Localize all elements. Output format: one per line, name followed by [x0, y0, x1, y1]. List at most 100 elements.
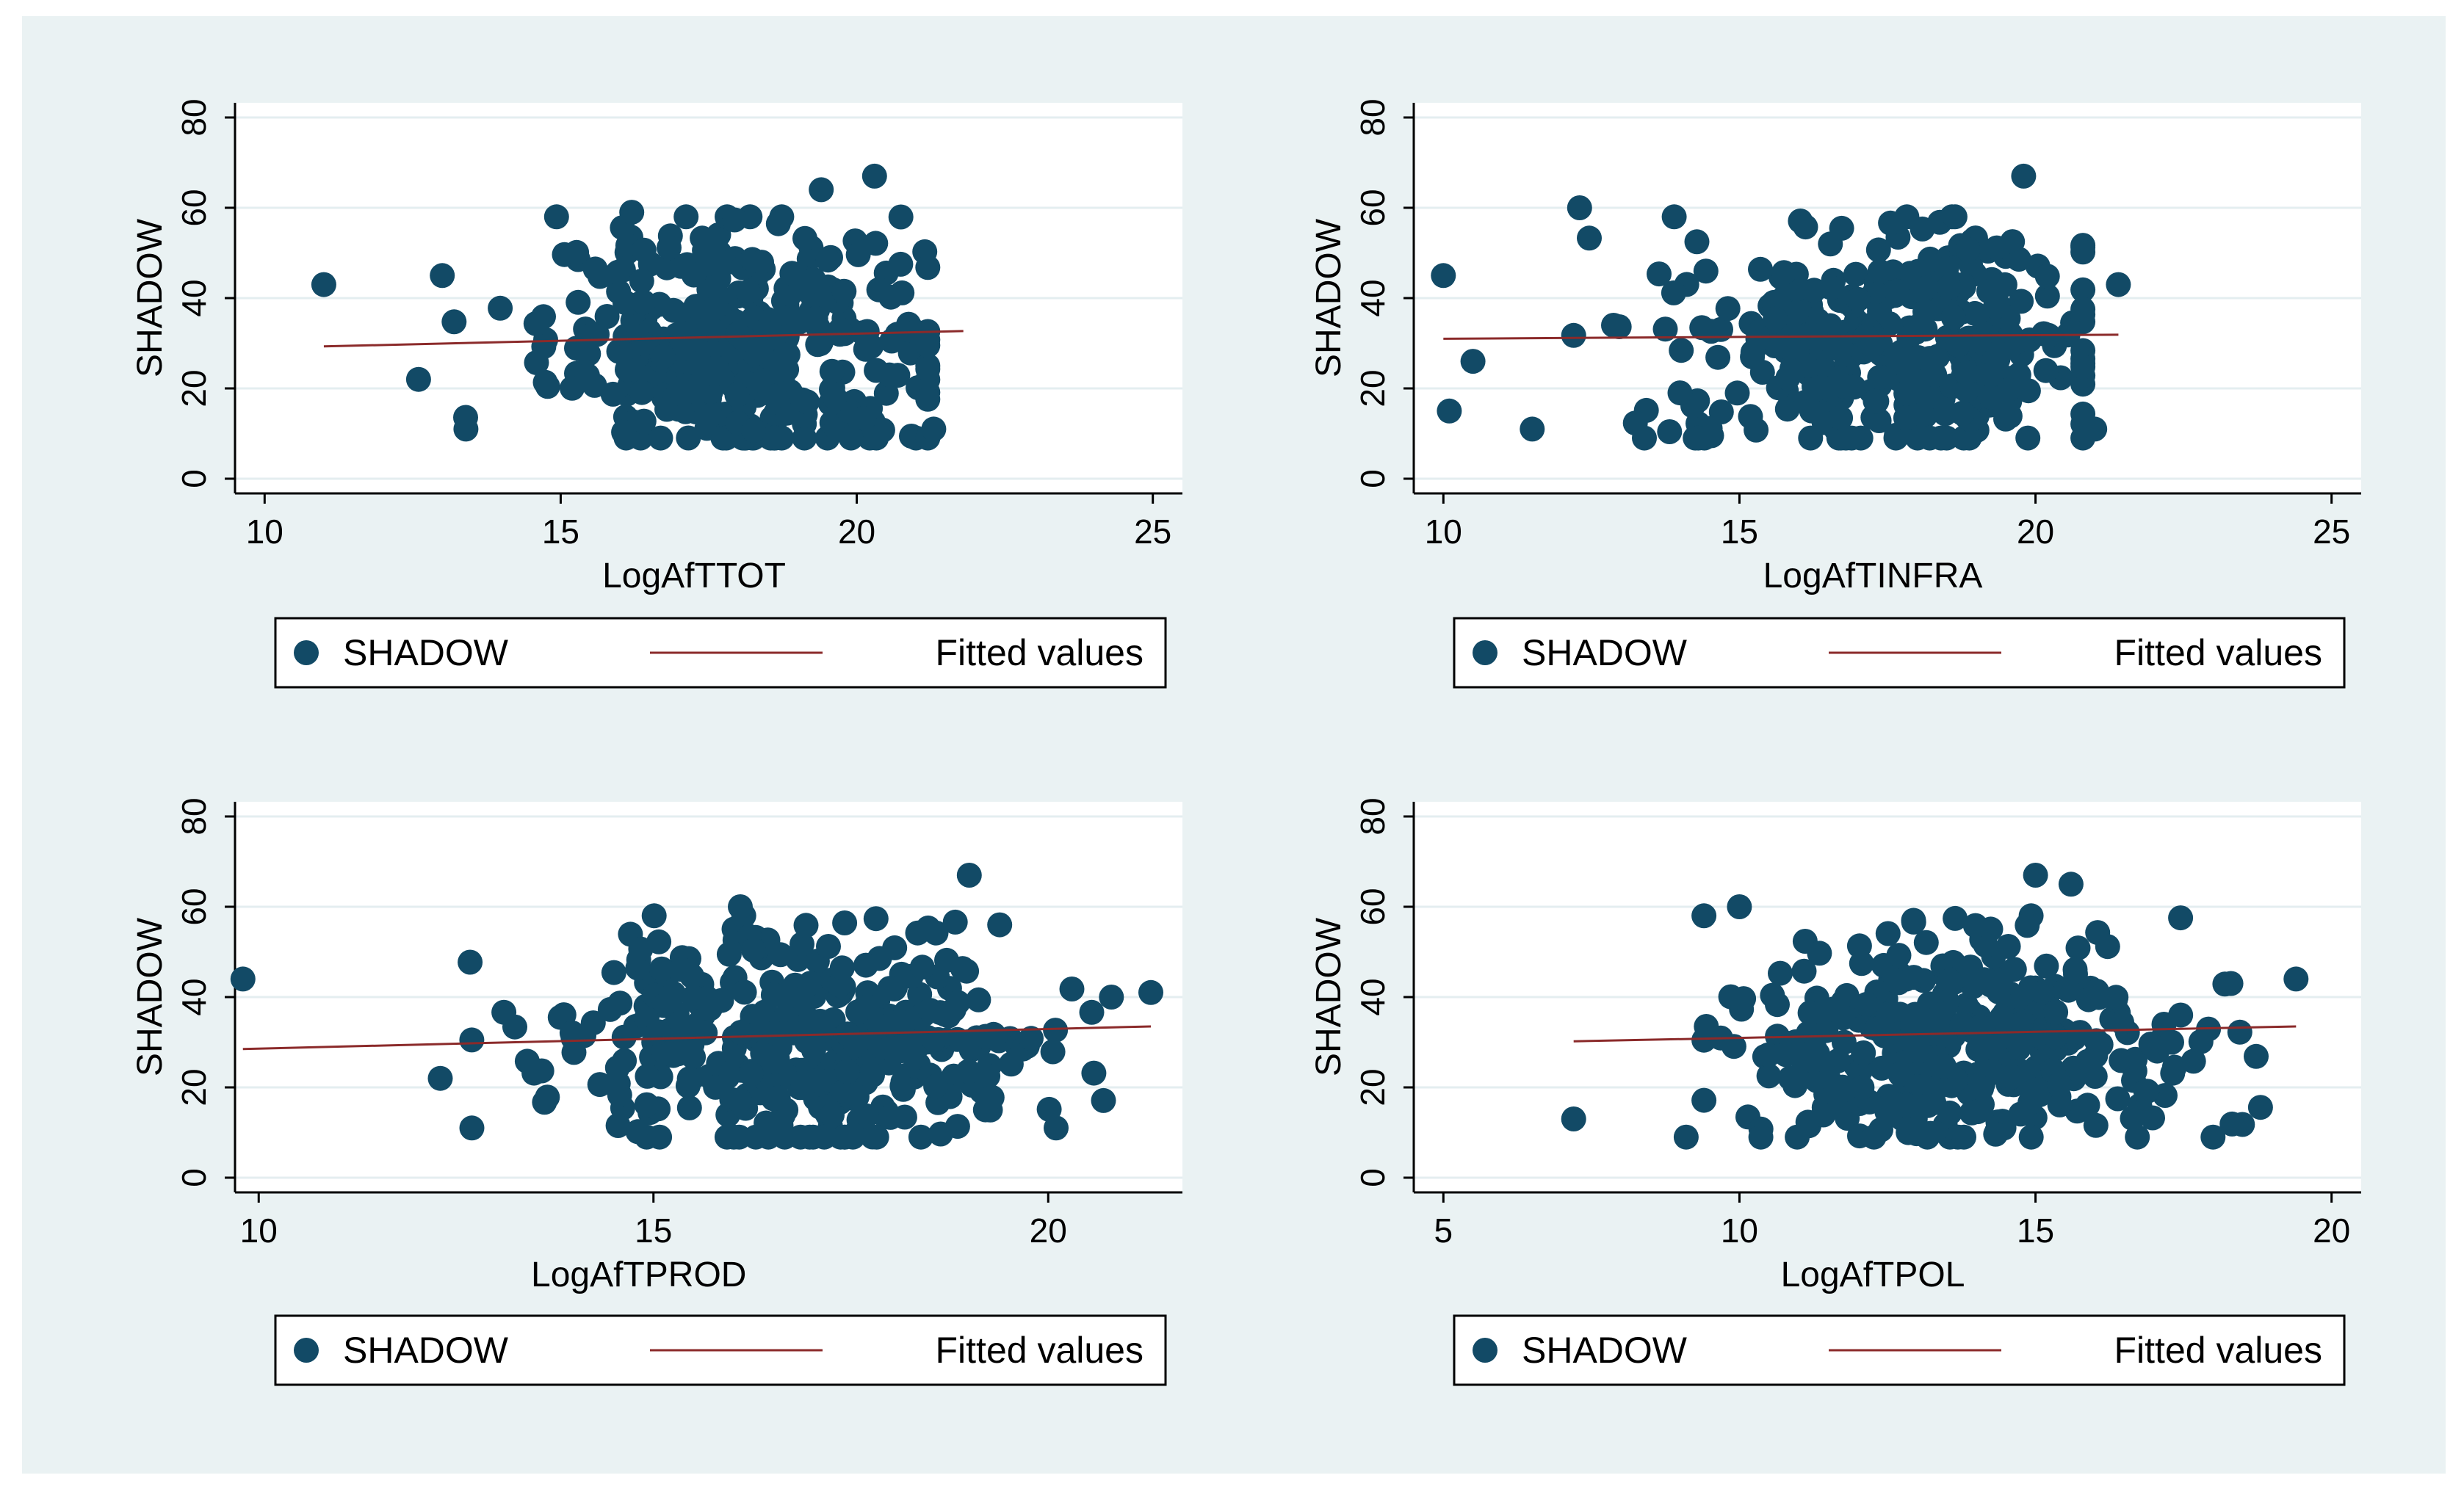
data-point — [2085, 920, 2111, 946]
data-point — [716, 941, 742, 967]
data-point — [1822, 336, 1848, 361]
data-point — [866, 277, 892, 302]
data-point — [792, 225, 817, 251]
data-point — [725, 322, 751, 347]
data-point — [1691, 1027, 1717, 1053]
legend: SHADOW Fitted values — [1453, 1314, 2346, 1386]
data-point — [582, 372, 607, 398]
data-point — [915, 386, 941, 412]
data-point — [909, 954, 935, 980]
data-point — [749, 250, 774, 275]
data-point — [1724, 380, 1750, 406]
data-point — [735, 279, 761, 305]
data-point — [1917, 425, 1943, 451]
y-tick-label: 60 — [1354, 888, 1392, 925]
data-point — [430, 263, 455, 289]
chart-panel-2: 0 20 40 60 80 10 15 20 25 SHADOW LogAfTINFRA SHADOW… — [1309, 98, 2361, 689]
fitted-values-line — [323, 330, 964, 348]
data-point — [955, 1059, 981, 1084]
data-point — [641, 903, 667, 929]
data-point — [1913, 930, 1939, 955]
data-point — [1886, 943, 1912, 968]
data-point — [405, 366, 431, 392]
data-point — [1901, 965, 1926, 990]
data-point — [1019, 1026, 1044, 1051]
data-point — [887, 1038, 913, 1064]
data-point — [1940, 305, 1966, 330]
data-point — [1830, 373, 1856, 399]
data-point — [1829, 1074, 1855, 1100]
data-point — [631, 331, 657, 356]
data-point — [765, 211, 791, 236]
data-point — [741, 418, 766, 443]
data-point — [1903, 1031, 1929, 1057]
data-point — [1138, 979, 1163, 1005]
data-point — [1768, 960, 1793, 986]
data-point — [1693, 258, 1719, 284]
data-point — [1799, 398, 1824, 424]
data-point — [1863, 388, 1888, 414]
data-point — [2042, 1024, 2068, 1049]
data-point — [1691, 903, 1717, 929]
data-point — [441, 309, 467, 335]
data-point — [521, 1060, 547, 1086]
data-point — [921, 416, 947, 442]
data-point — [750, 1002, 775, 1028]
data-point — [1829, 215, 1854, 241]
data-point — [1748, 256, 1773, 282]
legend-marker-shadow — [1473, 640, 1497, 665]
data-point — [427, 1065, 453, 1091]
data-point — [878, 1104, 903, 1130]
data-point — [1721, 1034, 1746, 1059]
data-point — [2138, 1032, 2164, 1057]
data-point — [1955, 237, 1981, 262]
data-point — [2070, 239, 2096, 265]
y-tick-label: 80 — [1354, 797, 1392, 835]
y-tick-label: 80 — [175, 98, 213, 136]
data-point — [887, 1009, 912, 1035]
data-point — [1777, 1065, 1803, 1091]
y-tick-label: 80 — [175, 797, 213, 835]
data-point — [1942, 204, 1968, 230]
data-point — [1807, 941, 1832, 966]
data-point — [629, 380, 654, 405]
data-point — [1437, 398, 1462, 424]
data-point — [1854, 992, 1879, 1017]
data-point — [1785, 1124, 1810, 1150]
y-tick-label: 40 — [1354, 978, 1392, 1015]
x-tick-label: 10 — [246, 512, 283, 551]
data-point — [815, 247, 841, 273]
data-point — [1738, 404, 1763, 430]
data-point — [792, 425, 817, 451]
legend-label-shadow: SHADOW — [343, 1330, 509, 1371]
data-point — [2018, 1124, 2044, 1150]
legend-label-fitted: Fitted values — [936, 632, 1144, 673]
data-point — [954, 1029, 980, 1054]
data-point — [681, 262, 707, 288]
data-point — [604, 1055, 630, 1081]
data-point — [722, 207, 748, 233]
x-tick-label: 20 — [838, 512, 875, 551]
data-point — [1793, 214, 1818, 240]
y-axis-title: SHADOW — [1309, 218, 1348, 377]
legend-label-fitted: Fitted values — [936, 1330, 1144, 1371]
data-point — [1431, 263, 1456, 289]
data-point — [1059, 977, 1085, 1001]
data-point — [1705, 344, 1731, 370]
data-point — [2058, 872, 2084, 897]
data-point — [1943, 905, 1968, 931]
data-point — [1894, 204, 1920, 230]
data-point — [863, 906, 889, 932]
data-point — [1577, 225, 1602, 251]
data-point — [1810, 1102, 1836, 1128]
data-point — [1828, 405, 1854, 431]
fitted-values-line — [1573, 1025, 2297, 1043]
data-point — [698, 403, 723, 429]
y-axis-title: SHADOW — [1309, 917, 1348, 1076]
data-point — [942, 909, 968, 935]
data-point — [1999, 1064, 2025, 1090]
data-point — [781, 1020, 806, 1046]
x-tick-label: 20 — [2017, 512, 2054, 551]
data-point — [676, 425, 701, 451]
